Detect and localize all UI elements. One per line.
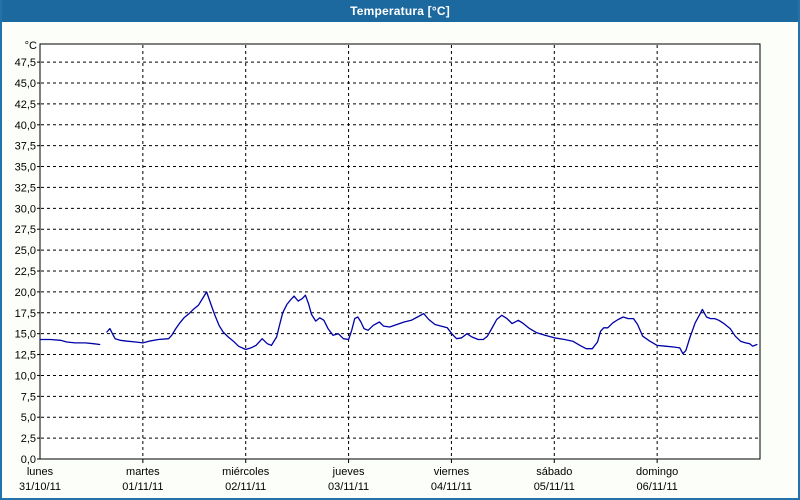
temperature-series-segment — [39, 338, 101, 346]
window-titlebar: Temperatura [°C] — [2, 0, 798, 22]
temperature-line — [39, 291, 758, 355]
day-name-label: martes — [126, 466, 160, 478]
day-name-label: miércoles — [222, 466, 270, 478]
day-date-label: 05/11/11 — [534, 481, 575, 493]
svg-text:5,0: 5,0 — [21, 412, 36, 424]
temperature-line-chart: °C 47,5 45,0 42,5 40,0 37,5 35,0 32,5 30,0 27,5 25… — [15, 40, 761, 493]
svg-text:35,0: 35,0 — [15, 162, 36, 174]
gridlines — [41, 45, 759, 458]
svg-text:42,5: 42,5 — [15, 99, 36, 111]
svg-text:30,0: 30,0 — [15, 203, 36, 215]
svg-text:47,5: 47,5 — [15, 57, 36, 69]
day-name-label: sábado — [536, 466, 572, 478]
day-date-label: 01/11/11 — [122, 481, 163, 493]
y-axis-labels: °C 47,5 45,0 42,5 40,0 37,5 35,0 32,5 30,0 27,5 25… — [15, 40, 37, 466]
svg-text:45,0: 45,0 — [15, 78, 36, 90]
day-date-label: 04/11/11 — [431, 481, 472, 493]
day-date-label: 03/11/11 — [328, 481, 369, 493]
day-name-label: lunes — [27, 466, 54, 478]
day-date-label: 02/11/11 — [225, 481, 266, 493]
svg-text:10,0: 10,0 — [15, 370, 36, 382]
day-date-label: 06/11/11 — [637, 481, 678, 493]
svg-text:17,5: 17,5 — [15, 308, 36, 320]
y-axis-unit-label: °C — [25, 40, 37, 52]
svg-text:27,5: 27,5 — [15, 224, 36, 236]
axis-ticks — [37, 61, 658, 463]
plot-area — [39, 43, 761, 460]
svg-text:32,5: 32,5 — [15, 182, 36, 194]
svg-text:2,5: 2,5 — [21, 433, 36, 445]
chart-area: °C 47,5 45,0 42,5 40,0 37,5 35,0 32,5 30,0 27,5 25… — [2, 22, 798, 498]
day-name-label: domingo — [636, 466, 678, 478]
svg-text:40,0: 40,0 — [15, 120, 36, 132]
window-title: Temperatura [°C] — [350, 4, 450, 18]
svg-text:20,0: 20,0 — [15, 287, 36, 299]
day-name-label: jueves — [332, 466, 365, 478]
svg-text:12,5: 12,5 — [15, 350, 36, 362]
svg-text:7,5: 7,5 — [21, 391, 36, 403]
svg-text:22,5: 22,5 — [15, 266, 36, 278]
day-name-label: viernes — [434, 466, 470, 478]
day-date-label: 31/10/11 — [19, 481, 61, 493]
x-axis-labels: lunes 31/10/11 martes 01/11/11 miércoles 02/1… — [19, 466, 678, 493]
svg-text:25,0: 25,0 — [15, 245, 36, 257]
svg-text:37,5: 37,5 — [15, 141, 36, 153]
svg-text:0,0: 0,0 — [21, 454, 36, 466]
temperature-series-segment — [106, 291, 758, 355]
svg-text:15,0: 15,0 — [15, 329, 36, 341]
